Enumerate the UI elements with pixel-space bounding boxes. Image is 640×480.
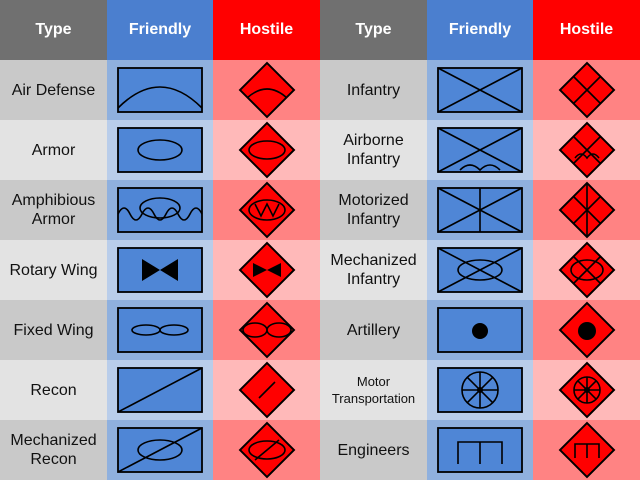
hostile-fixed-wing-icon <box>238 301 295 359</box>
friendly-cell-right <box>427 120 533 180</box>
hostile-armor-icon <box>238 121 295 179</box>
unit-type-label: Armor <box>31 141 76 159</box>
friendly-cell-right <box>427 60 533 120</box>
friendly-mechanized-infantry-icon <box>437 247 523 293</box>
header-label: Hostile <box>239 21 294 38</box>
friendly-motor-transportation-icon <box>437 367 523 413</box>
friendly-cell-left <box>107 360 213 420</box>
friendly-cell-left <box>107 120 213 180</box>
friendly-cell-right <box>427 420 533 480</box>
friendly-amphibious-armor-icon <box>117 187 203 233</box>
unit-type-label: Motor Transportation <box>331 374 416 406</box>
type-cell-right: Mechanized Infantry <box>320 240 427 300</box>
hostile-cell-right <box>533 240 640 300</box>
unit-type-label: Artillery <box>346 321 401 339</box>
hostile-cell-right <box>533 420 640 480</box>
header-hostile-left: Hostile <box>213 0 320 60</box>
hostile-cell-left <box>213 60 320 120</box>
header-type-left: Type <box>0 0 107 60</box>
header-label: Friendly <box>128 21 192 38</box>
hostile-airborne-infantry-icon <box>558 121 615 179</box>
type-cell-left: Armor <box>0 120 107 180</box>
unit-type-label: Airborne Infantry <box>343 132 404 168</box>
type-cell-right: Airborne Infantry <box>320 120 427 180</box>
friendly-artillery-icon <box>437 307 523 353</box>
unit-type-label: Amphibious Armor <box>11 192 96 228</box>
hostile-mechanized-recon-icon <box>238 421 295 479</box>
friendly-cell-left <box>107 180 213 240</box>
header-label: Type <box>355 21 392 38</box>
hostile-infantry-icon <box>558 61 615 119</box>
type-cell-left: Recon <box>0 360 107 420</box>
header-friendly-left: Friendly <box>107 0 213 60</box>
unit-type-label: Fixed Wing <box>13 321 94 339</box>
friendly-engineers-icon <box>437 427 523 473</box>
header-type-right: Type <box>320 0 427 60</box>
header-friendly-right: Friendly <box>427 0 533 60</box>
friendly-cell-right <box>427 240 533 300</box>
type-cell-right: Motorized Infantry <box>320 180 427 240</box>
friendly-cell-left <box>107 240 213 300</box>
friendly-mechanized-recon-icon <box>117 427 203 473</box>
unit-type-label: Rotary Wing <box>9 261 98 279</box>
hostile-amphibious-armor-icon <box>238 181 295 239</box>
hostile-artillery-icon <box>558 301 615 359</box>
type-cell-left: Fixed Wing <box>0 300 107 360</box>
hostile-cell-left <box>213 300 320 360</box>
header-label: Type <box>35 21 72 38</box>
friendly-infantry-icon <box>437 67 523 113</box>
unit-type-label: Recon <box>30 381 77 399</box>
unit-type-label: Air Defense <box>11 81 96 99</box>
type-cell-right: Engineers <box>320 420 427 480</box>
friendly-recon-icon <box>117 367 203 413</box>
type-cell-right: Artillery <box>320 300 427 360</box>
hostile-cell-left <box>213 360 320 420</box>
hostile-cell-right <box>533 300 640 360</box>
hostile-cell-left <box>213 180 320 240</box>
hostile-cell-right <box>533 360 640 420</box>
hostile-cell-left <box>213 120 320 180</box>
type-cell-left: Mechanized Recon <box>0 420 107 480</box>
hostile-motorized-infantry-icon <box>558 181 615 239</box>
unit-type-label: Mechanized Infantry <box>330 252 417 288</box>
friendly-cell-left <box>107 300 213 360</box>
friendly-armor-icon <box>117 127 203 173</box>
friendly-cell-right <box>427 360 533 420</box>
friendly-cell-right <box>427 180 533 240</box>
friendly-cell-right <box>427 300 533 360</box>
type-cell-left: Amphibious Armor <box>0 180 107 240</box>
hostile-recon-icon <box>238 361 295 419</box>
friendly-motorized-infantry-icon <box>437 187 523 233</box>
hostile-cell-right <box>533 60 640 120</box>
header-hostile-right: Hostile <box>533 0 640 60</box>
friendly-rotary-wing-icon <box>117 247 203 293</box>
type-cell-left: Rotary Wing <box>0 240 107 300</box>
hostile-cell-left <box>213 420 320 480</box>
hostile-cell-right <box>533 180 640 240</box>
type-cell-right: Motor Transportation <box>320 360 427 420</box>
friendly-cell-left <box>107 420 213 480</box>
unit-type-label: Mechanized Recon <box>10 432 97 468</box>
hostile-air-defense-icon <box>238 61 295 119</box>
friendly-cell-left <box>107 60 213 120</box>
header-label: Friendly <box>448 21 512 38</box>
type-cell-right: Infantry <box>320 60 427 120</box>
friendly-air-defense-icon <box>117 67 203 113</box>
hostile-motor-transportation-icon <box>558 361 615 419</box>
hostile-cell-left <box>213 240 320 300</box>
friendly-airborne-infantry-icon <box>437 127 523 173</box>
unit-type-label: Motorized Infantry <box>338 192 409 228</box>
unit-type-label: Infantry <box>346 81 401 99</box>
hostile-rotary-wing-icon <box>238 241 295 299</box>
hostile-mechanized-infantry-icon <box>558 241 615 299</box>
hostile-engineers-icon <box>558 421 615 479</box>
header-label: Hostile <box>559 21 614 38</box>
friendly-fixed-wing-icon <box>117 307 203 353</box>
unit-type-label: Engineers <box>337 441 410 459</box>
type-cell-left: Air Defense <box>0 60 107 120</box>
hostile-cell-right <box>533 120 640 180</box>
